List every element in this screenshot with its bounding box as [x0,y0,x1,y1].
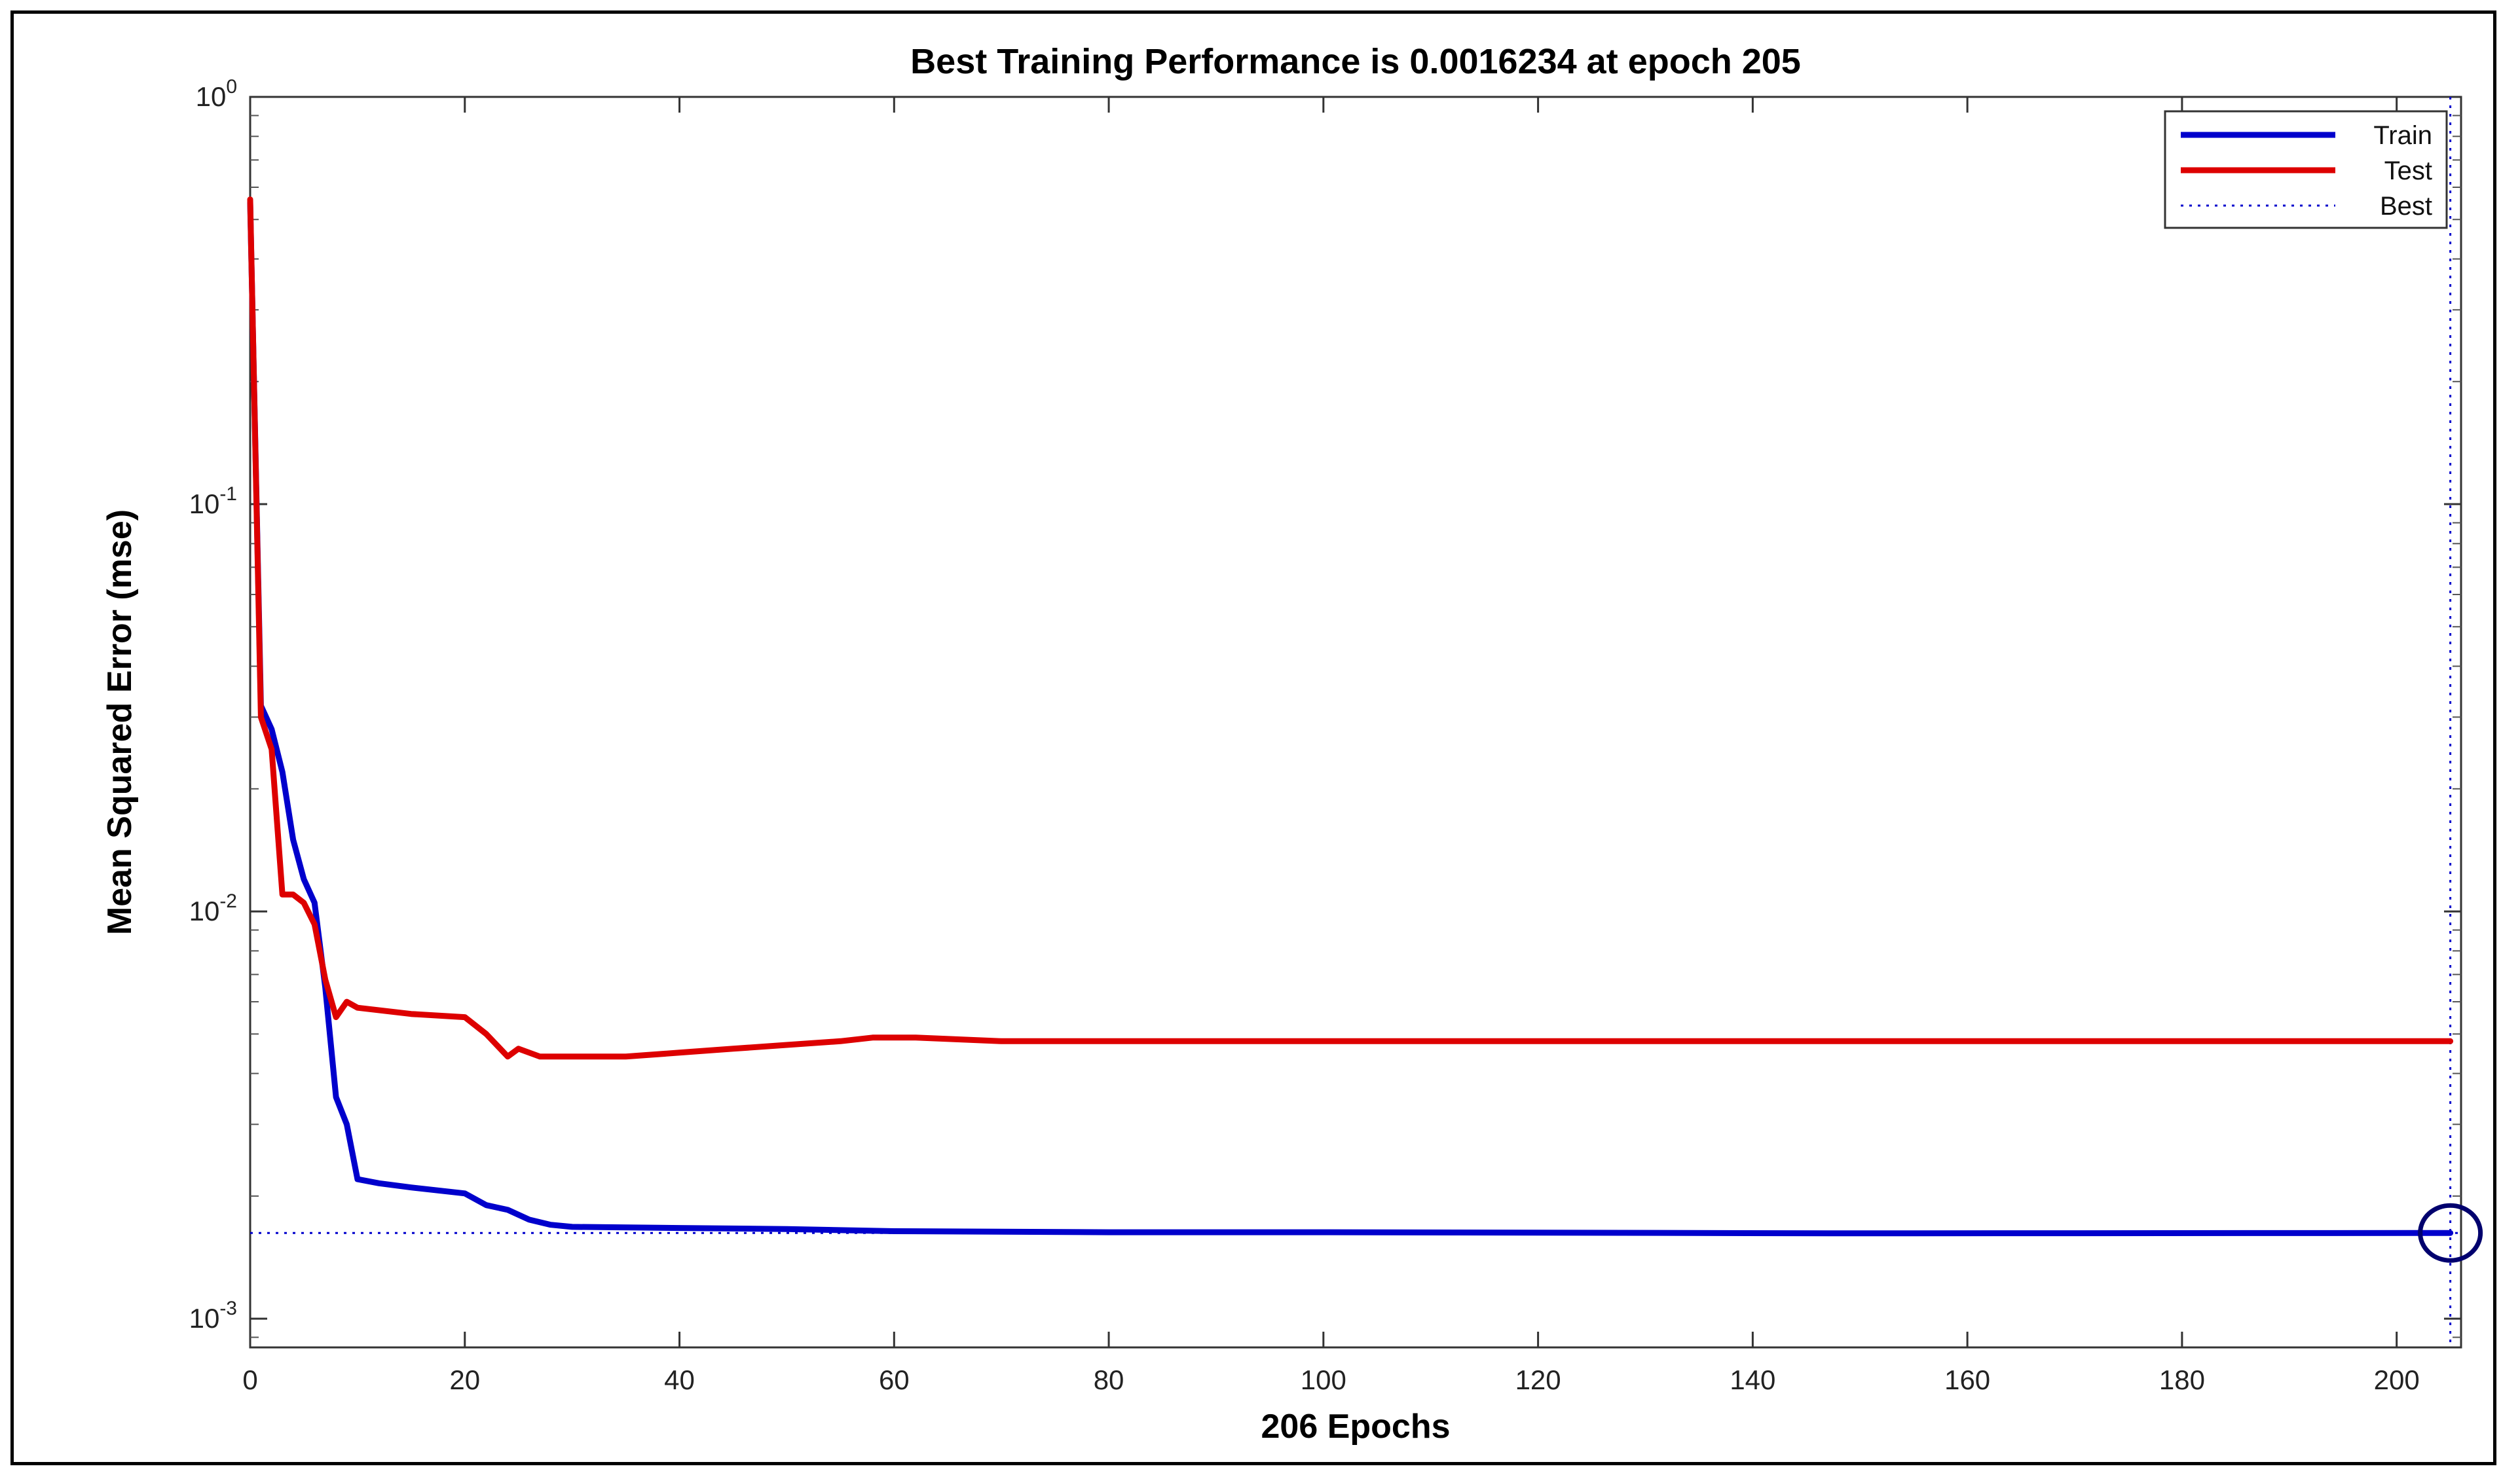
legend-label-test: Test [2384,156,2432,185]
best-point-group [2418,1203,2483,1263]
x-tick-label: 20 [449,1364,480,1395]
x-tick-label: 200 [2374,1364,2420,1395]
series-line-test [247,196,2454,1060]
x-tick-label: 140 [1730,1364,1775,1395]
y-axis-label: Mean Squared Error (mse) [101,509,139,935]
legend-label-best: Best [2380,192,2432,221]
y-tick-label: 10-3 [189,1298,237,1334]
x-tick-label: 160 [1944,1364,1990,1395]
x-tick-label: 100 [1301,1364,1346,1395]
x-tick-label: 80 [1094,1364,1124,1395]
x-tick-label: 120 [1515,1364,1561,1395]
best-point-circle [2418,1203,2483,1263]
best-markers [250,97,2461,1347]
x-tick-label: 60 [879,1364,910,1395]
x-tick-label: 0 [242,1364,257,1395]
chart-title: Best Training Performance is 0.0016234 a… [910,42,1801,81]
y-tick-label: 10-1 [189,483,237,519]
y-tick-label: 10-2 [189,890,237,926]
series-lines [247,196,2454,1237]
x-axis-label: 206 Epochs [1261,1408,1450,1446]
legend-label-train: Train [2373,121,2432,150]
plot-area [249,96,2462,1349]
x-tick-label: 40 [664,1364,695,1395]
x-tick-label: 180 [2159,1364,2205,1395]
y-tick-label: 100 [196,76,237,112]
legend: Train Test Best [2164,110,2448,229]
x-axis-ticks: 0 20 40 60 80 100 120 140 160 180 200 [242,97,2420,1395]
series-line-train [247,200,2454,1237]
